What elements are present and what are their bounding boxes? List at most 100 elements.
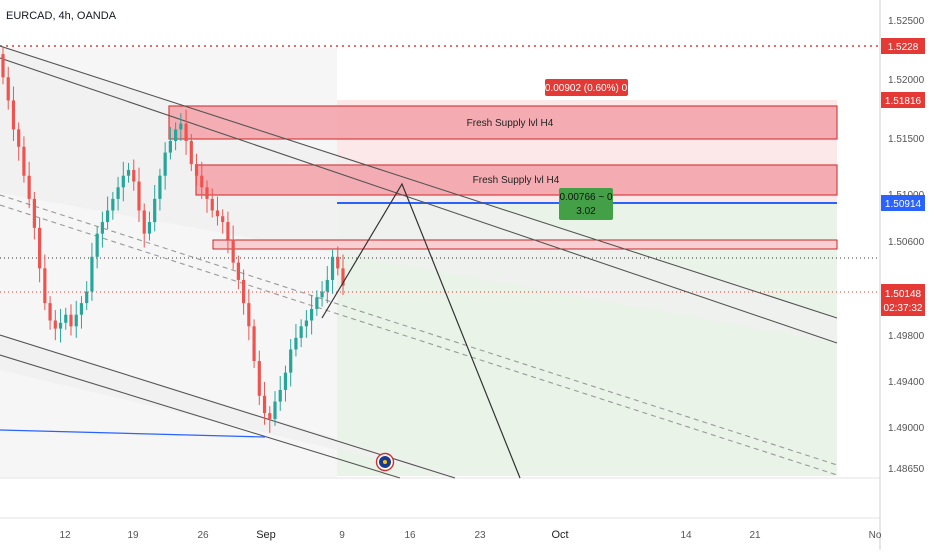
dotted-red-tag-text: 1.5228 — [888, 42, 919, 53]
candle-body — [69, 314, 73, 327]
stop-label-box — [545, 79, 628, 96]
candle-body — [179, 123, 183, 130]
candle-body — [320, 291, 324, 298]
candle-body — [174, 129, 178, 141]
candle-body — [1, 54, 5, 78]
candle-body — [132, 169, 136, 182]
candle-body — [116, 187, 120, 199]
target-label-line1: 0.00766 ~ 0 — [559, 192, 613, 203]
target-tag — [881, 195, 925, 211]
candle-body — [242, 279, 246, 304]
current-price-tag-text: 1.50148 — [885, 289, 922, 300]
candle-body — [341, 268, 345, 286]
candle-body — [126, 169, 131, 176]
candle-body — [194, 164, 199, 176]
candle-body — [315, 297, 319, 309]
candle-body — [58, 322, 63, 329]
candle-body — [325, 279, 329, 292]
candle-body — [53, 320, 57, 329]
candle-body — [215, 210, 220, 217]
supply-top-tag — [881, 92, 925, 108]
supply-zone-2-label: Fresh Supply lvl H4 — [473, 175, 560, 186]
time-tick: 14 — [680, 530, 692, 541]
candle-body — [184, 123, 188, 141]
candle-body — [236, 262, 240, 280]
time-tick: Oct — [551, 529, 568, 541]
time-axis[interactable]: 12 19 26 Sep 9 16 23 Oct 14 21 No — [59, 529, 881, 541]
candle-body — [262, 395, 267, 414]
price-tick: 1.49800 — [888, 331, 925, 342]
price-tick: 1.52500 — [888, 16, 925, 27]
candle-body — [294, 337, 298, 350]
candle-body — [226, 222, 230, 240]
candle-body — [330, 256, 335, 280]
stop-label: 0.00902 (0.60%) 0 — [545, 83, 628, 94]
candle-body — [200, 175, 204, 188]
price-tick: 1.50600 — [888, 237, 925, 248]
blue-trendline[interactable] — [0, 429, 266, 438]
supply-zone-2[interactable] — [195, 164, 838, 196]
candle-body — [100, 222, 104, 234]
candle-body — [268, 413, 272, 419]
candle-body — [38, 227, 42, 269]
target-label-line2: 3.02 — [576, 206, 596, 217]
candle-body — [6, 77, 10, 101]
target-tag-text: 1.50914 — [885, 199, 922, 210]
channel-bottom-line-2[interactable] — [0, 354, 401, 479]
candle-body — [310, 308, 314, 321]
time-tick: 26 — [197, 530, 209, 541]
candle-body — [336, 256, 340, 269]
candle-body — [205, 187, 209, 199]
candle-body — [17, 129, 21, 147]
time-tick: 21 — [749, 530, 761, 541]
candle-body — [43, 268, 47, 304]
candle-body — [163, 152, 167, 176]
candle-body — [153, 198, 157, 223]
candle-body — [299, 326, 303, 338]
candle-body — [48, 303, 52, 321]
candles — [1, 47, 345, 433]
candle-body — [168, 140, 172, 153]
channel-top-line[interactable] — [0, 45, 838, 319]
current-price-tag — [881, 284, 925, 316]
candle-body — [27, 175, 31, 199]
candle-body — [158, 175, 162, 199]
dashed-mid-line-1[interactable] — [0, 194, 838, 466]
time-tick: 12 — [59, 530, 71, 541]
supply-top-tag-text: 1.51816 — [885, 96, 922, 107]
time-tick: 19 — [127, 530, 139, 541]
candle-body — [11, 100, 16, 130]
candle-body — [304, 320, 308, 327]
candle-body — [210, 198, 214, 211]
time-tick: Sep — [256, 529, 276, 541]
time-tick: No — [869, 530, 882, 541]
projection-path[interactable] — [321, 182, 521, 479]
candle-body — [106, 210, 110, 223]
candle-body — [289, 349, 293, 373]
event-flag-icon[interactable] — [375, 452, 395, 472]
channel-bottom-line-1[interactable] — [0, 334, 456, 479]
candle-body — [231, 239, 235, 263]
candle-body — [79, 303, 84, 315]
candle-body — [278, 389, 282, 402]
candle-body — [252, 326, 256, 362]
candle-body — [273, 401, 277, 419]
price-tick: 1.51500 — [888, 134, 925, 145]
time-tick: 9 — [339, 530, 345, 541]
countdown-tag-text: 02:37:32 — [884, 303, 923, 314]
price-tick: 1.49400 — [888, 377, 925, 388]
candle-body — [90, 256, 94, 292]
small-zone[interactable] — [212, 239, 838, 250]
candle-body — [111, 198, 115, 211]
dashed-mid-line-2[interactable] — [0, 204, 838, 476]
candle-body — [247, 303, 251, 327]
supply-zone-1[interactable] — [168, 105, 838, 140]
candle-body — [85, 291, 89, 304]
supply-zone-1-label: Fresh Supply lvl H4 — [467, 118, 554, 129]
candle-body — [74, 314, 78, 327]
channel-second-line[interactable] — [0, 57, 838, 344]
dotted-red-tag — [881, 38, 925, 54]
candle-body — [257, 361, 261, 396]
candle-body — [32, 198, 36, 228]
